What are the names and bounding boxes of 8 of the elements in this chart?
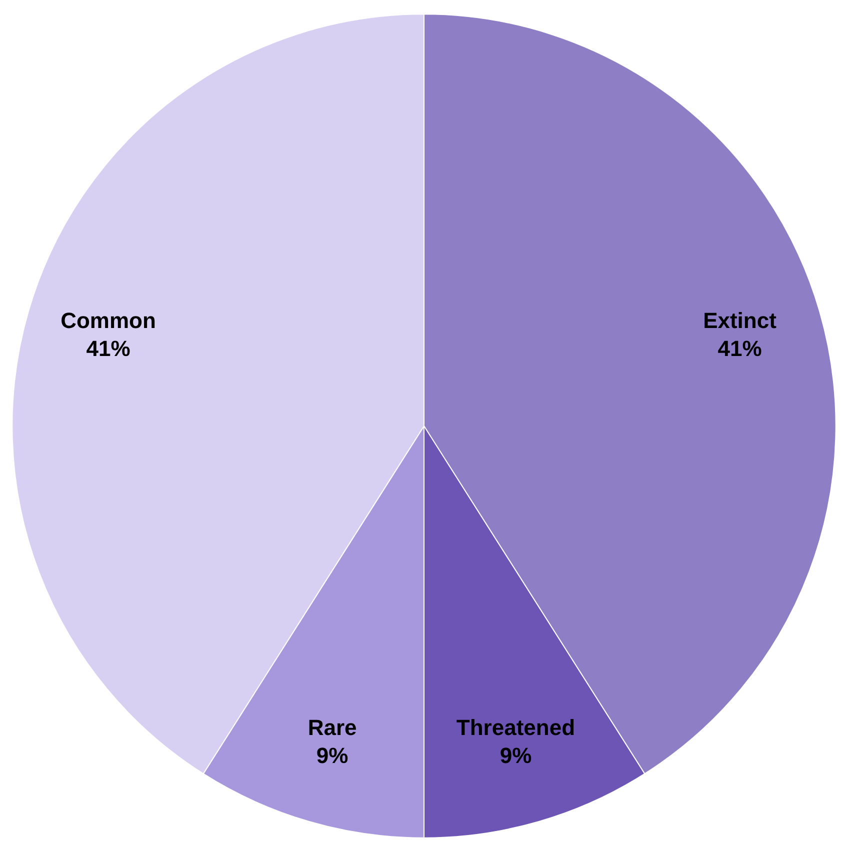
data-label: 41% xyxy=(718,336,762,361)
slice-label: Threatened xyxy=(456,715,576,740)
slice-label: Rare xyxy=(308,715,357,740)
slice-label: Extinct xyxy=(703,308,778,333)
data-label: 9% xyxy=(316,743,348,768)
data-label: 41% xyxy=(86,336,130,361)
slice-label: Common xyxy=(60,308,156,333)
data-label: 9% xyxy=(500,743,532,768)
